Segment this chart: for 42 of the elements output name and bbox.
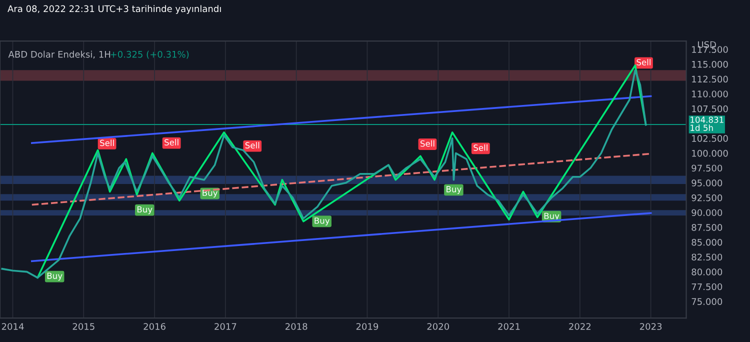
x-tick-label: 2017 <box>214 323 236 330</box>
y-tick-label: 90.000 <box>692 209 722 216</box>
annotation: Sell <box>164 139 178 146</box>
annotation: Buy <box>446 186 462 194</box>
annotation: Sell <box>420 140 434 147</box>
y-tick-label: 115.000 <box>692 60 728 68</box>
y-tick-label: 87.500 <box>692 224 722 231</box>
y-tick-label: 92.500 <box>692 194 722 202</box>
y-tick-label: 80.000 <box>692 268 722 276</box>
y-tick-label: 117.500 <box>692 46 728 53</box>
y-tick-label: 100.000 <box>692 150 728 157</box>
y-tick-label: 97.500 <box>692 164 722 172</box>
x-tick-label: 2014 <box>2 323 24 330</box>
annotation: Buy <box>544 212 560 221</box>
y-tick-label: 75.000 <box>692 298 722 306</box>
text: Ara 08, 2022 22:31 UTC+3 tarihinde yayınlandı <box>8 5 221 14</box>
y-tick-label: 102.500 <box>692 135 728 142</box>
x-tick-label: 2021 <box>498 323 520 330</box>
annotation: Sell <box>100 140 114 146</box>
y-tick-label: 112.500 <box>692 76 728 83</box>
annotation: Buy <box>314 218 330 226</box>
annotation: Buy <box>137 206 152 214</box>
x-tick-label: 2015 <box>72 323 94 330</box>
y-tick-label: 82.500 <box>692 254 722 261</box>
x-tick-label: 2016 <box>144 323 166 330</box>
annotation: Sell <box>245 142 260 148</box>
x-tick-label: 2020 <box>427 323 450 330</box>
annotation: Sell <box>474 144 488 151</box>
y-tick-label: 77.500 <box>692 283 722 290</box>
x-tick-label: 2022 <box>569 323 590 330</box>
x-tick-label: 2023 <box>640 323 662 330</box>
x-tick-label: 2019 <box>356 323 378 330</box>
y-tick-label: 110.000 <box>692 90 728 98</box>
annotation: Buy <box>47 272 62 281</box>
x-tick-label: 2018 <box>286 323 308 330</box>
y-tick-label: 95.000 <box>692 180 722 186</box>
y-tick-label: 85.000 <box>692 238 722 246</box>
y-tick-label: 107.500 <box>692 105 728 112</box>
annotation: Sell <box>636 58 650 66</box>
text: ABD Dolar Endeksi, 1H <box>8 50 110 59</box>
ref-line-label: 104.831 1d 5h <box>690 116 724 131</box>
text: +0.325 (+0.31%) <box>110 50 189 59</box>
